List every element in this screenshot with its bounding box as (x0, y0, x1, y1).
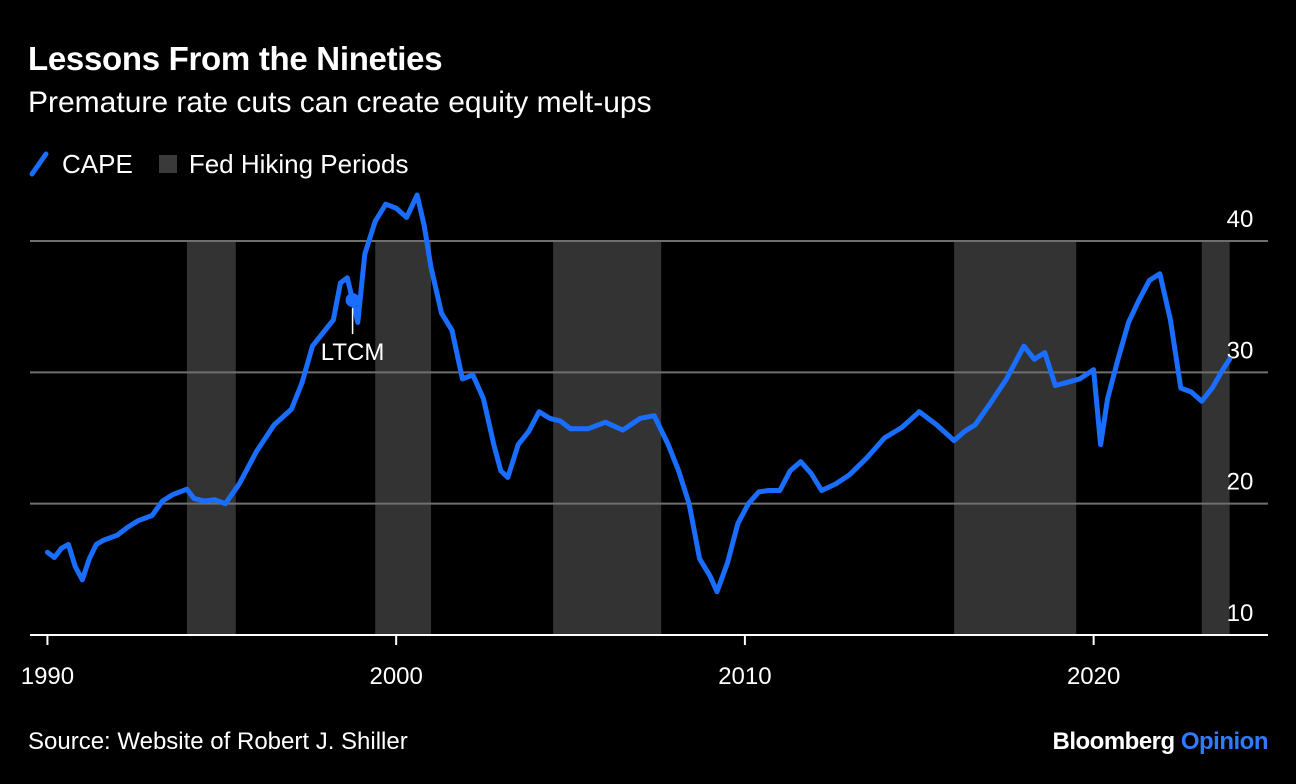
grid-lines (30, 240, 1268, 505)
legend-line-swatch (29, 151, 49, 177)
hiking-period-0 (186, 241, 236, 635)
x-tick-label-2020: 2020 (1067, 663, 1120, 690)
chart-subtitle: Premature rate cuts can create equity me… (28, 86, 652, 119)
source-note: Source: Website of Robert J. Shiller (28, 728, 408, 755)
legend-item-hiking: Fed Hiking Periods (158, 148, 409, 180)
y-tick-label-10: 10 (1227, 600, 1254, 627)
series-cape (44, 192, 1233, 595)
hiking-period-1 (375, 241, 432, 635)
legend-label-cape: CAPE (62, 148, 133, 179)
brand-suffix: Opinion (1180, 728, 1269, 755)
chart-title: Lessons From the Nineties (28, 40, 443, 77)
x-tick-label-2010: 2010 (718, 663, 771, 690)
cape-line (44, 192, 1233, 595)
legend-box-swatch (158, 155, 177, 173)
brand-name: Bloomberg (1052, 728, 1176, 755)
hiking-periods (186, 241, 1230, 635)
annotations: LTCM (321, 293, 385, 366)
annotation-marker-0 (345, 293, 360, 308)
y-tick-label-40: 40 (1227, 206, 1254, 233)
x-tick-label-2000: 2000 (369, 663, 422, 690)
x-axis: 1990 2000 2010 2020 (21, 634, 1268, 690)
legend-label-hiking: Fed Hiking Periods (188, 148, 409, 179)
hiking-period-2 (553, 241, 662, 635)
annotation-label-0: LTCM (321, 339, 385, 366)
legend: CAPE Fed Hiking Periods (28, 146, 434, 182)
legend-item-cape: CAPE (28, 146, 133, 182)
brand-logo: Bloomberg Opinion (1053, 728, 1269, 756)
y-tick-label-20: 20 (1227, 469, 1254, 496)
hiking-period-3 (954, 241, 1077, 635)
hiking-period-4 (1201, 241, 1230, 635)
x-tick-label-1990: 1990 (21, 663, 74, 690)
